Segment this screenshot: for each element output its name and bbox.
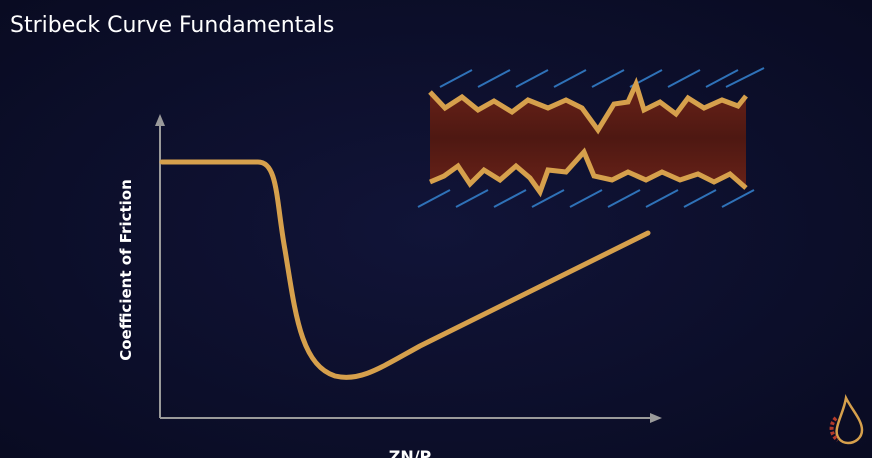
axes <box>155 114 662 423</box>
hatch-lines <box>417 67 765 208</box>
y-axis-arrow <box>155 114 165 126</box>
y-axis-label: Coefficient of Friction <box>117 179 135 361</box>
stribeck-curve <box>159 159 651 380</box>
upper-surface <box>428 76 748 135</box>
lower-surface <box>429 147 748 198</box>
x-axis-arrow <box>650 413 662 423</box>
x-axis-label: ZN/P <box>389 447 432 458</box>
slide-title: Stribeck Curve Fundamentals <box>10 13 334 38</box>
logo <box>829 394 864 445</box>
